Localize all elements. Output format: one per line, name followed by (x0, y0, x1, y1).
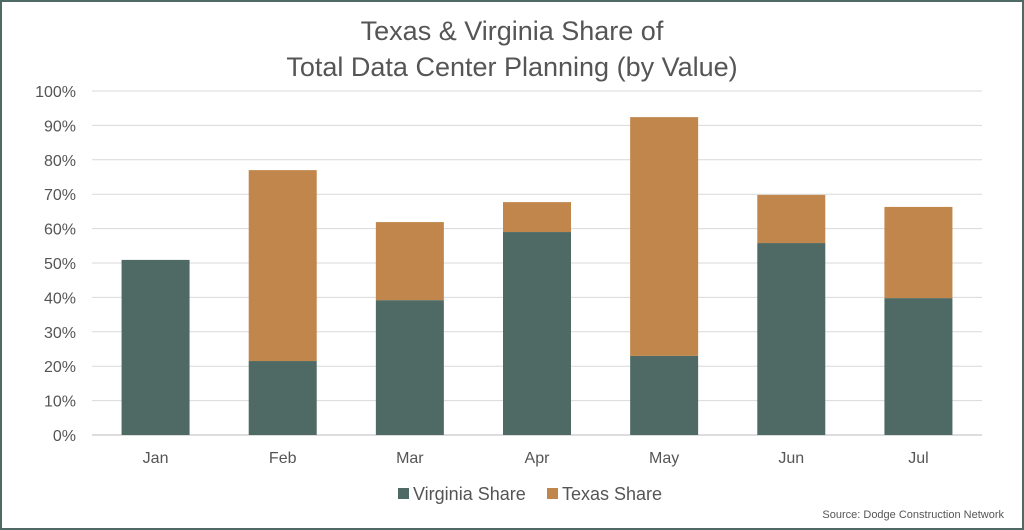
bar-virginia-jan (121, 259, 190, 435)
chart-title-line-1: Texas & Virginia Share of (361, 16, 664, 46)
bar-texas-jun (757, 194, 826, 244)
legend-swatch-virginia (398, 488, 409, 499)
y-tick-label: 80% (44, 153, 76, 170)
bar-virginia-feb (248, 361, 317, 435)
x-tick-label: Jun (778, 450, 804, 467)
y-tick-label: 10% (44, 394, 76, 411)
chart-title-line-2: Total Data Center Planning (by Value) (286, 52, 737, 82)
y-tick-label: 100% (35, 84, 76, 101)
bar-texas-feb (248, 170, 317, 362)
x-tick-label: Jul (908, 450, 928, 467)
bar-virginia-apr (503, 232, 571, 435)
legend-swatch-texas (547, 488, 558, 499)
y-tick-label: 20% (44, 359, 76, 376)
source-note: Source: Dodge Construction Network (822, 509, 1004, 521)
bar-virginia-mar (375, 300, 444, 435)
y-tick-label: 30% (44, 325, 76, 342)
legend-label-virginia: Virginia Share (413, 484, 526, 504)
bar-texas-may (630, 117, 699, 356)
x-tick-label: Jan (143, 450, 169, 467)
bar-texas-apr (503, 202, 571, 233)
y-tick-label: 0% (53, 428, 76, 445)
bar-texas-mar (375, 222, 444, 301)
x-tick-label: May (649, 450, 679, 467)
bar-texas-jul (884, 206, 953, 299)
y-tick-label: 70% (44, 187, 76, 204)
bar-virginia-jul (884, 298, 953, 435)
y-tick-label: 60% (44, 222, 76, 239)
bar-virginia-jun (757, 243, 826, 435)
legend-label-texas: Texas Share (562, 484, 662, 504)
bar-virginia-may (630, 355, 699, 435)
x-tick-label: Apr (525, 450, 551, 467)
y-tick-label: 40% (44, 290, 76, 307)
y-tick-label: 50% (44, 256, 76, 273)
y-tick-label: 90% (44, 118, 76, 135)
x-tick-label: Feb (269, 450, 297, 467)
x-tick-label: Mar (396, 450, 424, 467)
